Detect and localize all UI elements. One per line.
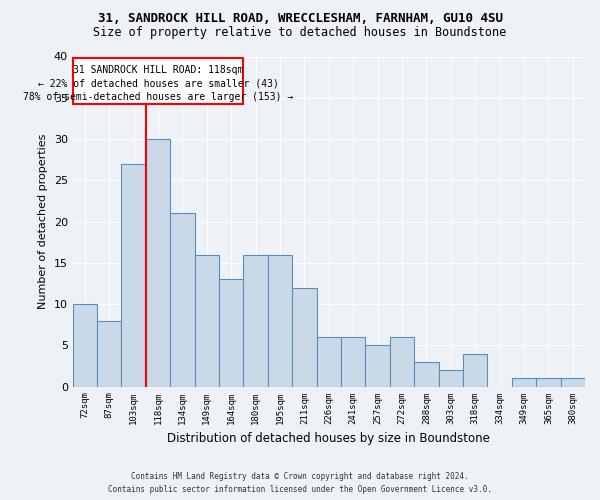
Bar bbox=[97, 320, 121, 386]
Bar bbox=[268, 254, 292, 386]
Text: ← 22% of detached houses are smaller (43): ← 22% of detached houses are smaller (43… bbox=[38, 78, 278, 88]
Bar bbox=[341, 337, 365, 386]
Bar bbox=[390, 337, 414, 386]
Bar bbox=[292, 288, 317, 386]
Bar bbox=[244, 254, 268, 386]
X-axis label: Distribution of detached houses by size in Boundstone: Distribution of detached houses by size … bbox=[167, 432, 490, 445]
Bar bbox=[170, 214, 194, 386]
Text: Contains HM Land Registry data © Crown copyright and database right 2024.
Contai: Contains HM Land Registry data © Crown c… bbox=[108, 472, 492, 494]
Bar bbox=[560, 378, 585, 386]
Bar bbox=[317, 337, 341, 386]
Bar bbox=[121, 164, 146, 386]
Text: 31 SANDROCK HILL ROAD: 118sqm: 31 SANDROCK HILL ROAD: 118sqm bbox=[73, 64, 243, 74]
Bar bbox=[536, 378, 560, 386]
Bar bbox=[463, 354, 487, 386]
Bar bbox=[414, 362, 439, 386]
Text: 31, SANDROCK HILL ROAD, WRECCLESHAM, FARNHAM, GU10 4SU: 31, SANDROCK HILL ROAD, WRECCLESHAM, FAR… bbox=[97, 12, 503, 26]
Bar bbox=[219, 280, 244, 386]
Text: Size of property relative to detached houses in Boundstone: Size of property relative to detached ho… bbox=[94, 26, 506, 39]
Bar bbox=[439, 370, 463, 386]
Bar bbox=[512, 378, 536, 386]
Bar bbox=[146, 139, 170, 386]
Bar bbox=[73, 304, 97, 386]
Text: 78% of semi-detached houses are larger (153) →: 78% of semi-detached houses are larger (… bbox=[23, 92, 293, 102]
Bar bbox=[194, 254, 219, 386]
Bar bbox=[73, 58, 244, 104]
Y-axis label: Number of detached properties: Number of detached properties bbox=[38, 134, 48, 309]
Bar bbox=[365, 346, 390, 387]
